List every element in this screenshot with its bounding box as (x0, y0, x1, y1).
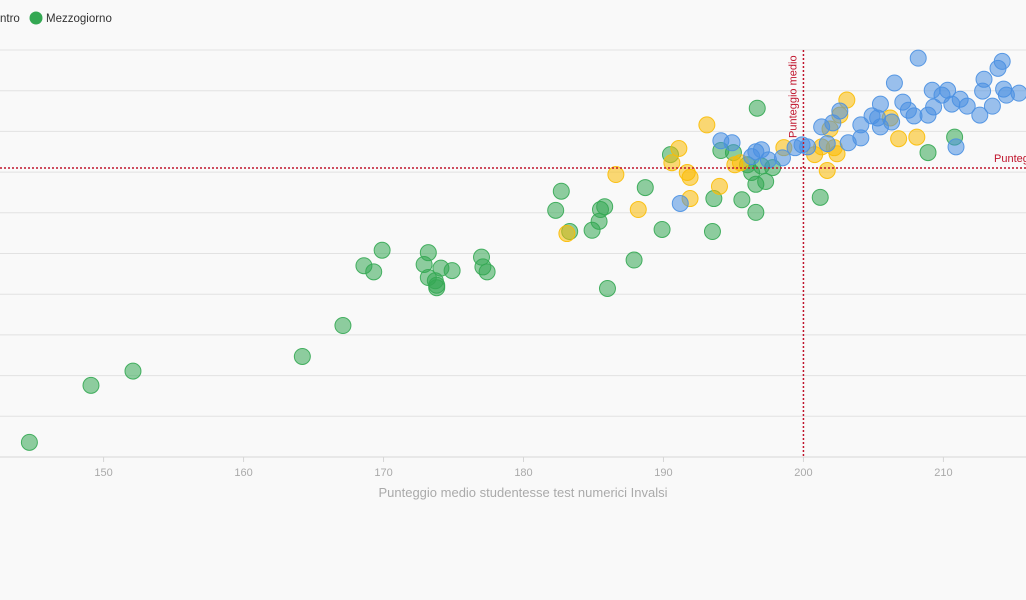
data-point (703, 223, 721, 241)
x-tick-label: 190 (654, 467, 672, 479)
data-point (558, 225, 576, 243)
data-point (909, 49, 927, 67)
data-points (20, 49, 1026, 451)
data-point (625, 251, 643, 269)
x-tick-label: 200 (794, 467, 812, 479)
data-point (958, 97, 976, 115)
data-point (723, 134, 741, 152)
data-point (726, 156, 744, 174)
data-point (419, 244, 437, 262)
gridlines (0, 49, 1026, 458)
reference-label-vertical: Punteggio medio (787, 55, 799, 138)
data-point (596, 198, 614, 216)
data-point (757, 172, 775, 190)
data-point (748, 99, 766, 117)
data-point (983, 97, 1001, 115)
data-point (733, 191, 751, 209)
data-point (670, 139, 688, 157)
data-point (852, 116, 870, 134)
data-point (871, 95, 889, 113)
data-point (947, 138, 965, 156)
data-point (82, 376, 100, 394)
x-tick-label: 160 (234, 467, 252, 479)
data-point (993, 52, 1011, 70)
data-point (759, 151, 777, 169)
data-point (663, 154, 681, 172)
data-point (811, 188, 829, 206)
data-point (124, 362, 142, 380)
data-point (1010, 84, 1026, 102)
data-point (818, 161, 836, 179)
data-point (478, 263, 496, 281)
x-axis-title: Punteggio medio studentesse test numeric… (378, 485, 667, 500)
legend-label-centro: ntro (0, 13, 20, 25)
data-point (831, 102, 849, 120)
data-point (20, 433, 38, 451)
legend-swatch-mezzogiorno (29, 11, 43, 25)
legend-label-mezzogiorno: Mezzogiorno (46, 13, 112, 25)
x-tick-label: 170 (374, 467, 392, 479)
data-point (428, 279, 446, 297)
data-point (698, 116, 716, 134)
data-point (975, 70, 993, 88)
data-point (629, 201, 647, 219)
data-point (925, 98, 943, 116)
data-point (773, 149, 791, 167)
data-point (885, 74, 903, 92)
data-point (598, 280, 616, 298)
data-point (636, 179, 654, 197)
data-point (671, 194, 689, 212)
data-point (971, 106, 989, 124)
x-tick-label: 150 (94, 467, 112, 479)
data-point (653, 220, 671, 238)
data-point (293, 347, 311, 365)
data-point (799, 138, 817, 156)
data-point (552, 182, 570, 200)
reference-label-horizontal: Punteg (994, 153, 1026, 165)
data-point (365, 263, 383, 281)
x-axis: 150 160 170 180 190 200 210 Punteggio medio st… (0, 456, 1026, 500)
x-axis-ticks: 150 160 170 180 190 200 210 (94, 457, 953, 479)
data-point (373, 241, 391, 259)
data-point (607, 166, 625, 184)
data-point (908, 128, 926, 146)
data-point (919, 144, 937, 162)
reference-lines: Punteggio medio Punteg (0, 50, 1026, 457)
data-point (818, 135, 836, 153)
data-point (334, 317, 352, 335)
data-point (890, 130, 908, 148)
data-point (747, 203, 765, 221)
data-point (547, 201, 565, 219)
x-tick-label: 180 (514, 467, 532, 479)
data-point (883, 113, 901, 131)
x-tick-label: 210 (934, 467, 952, 479)
legend: ntro Mezzogiorno (0, 11, 112, 25)
data-point (710, 177, 728, 195)
data-point (443, 262, 461, 280)
data-point (681, 168, 699, 186)
